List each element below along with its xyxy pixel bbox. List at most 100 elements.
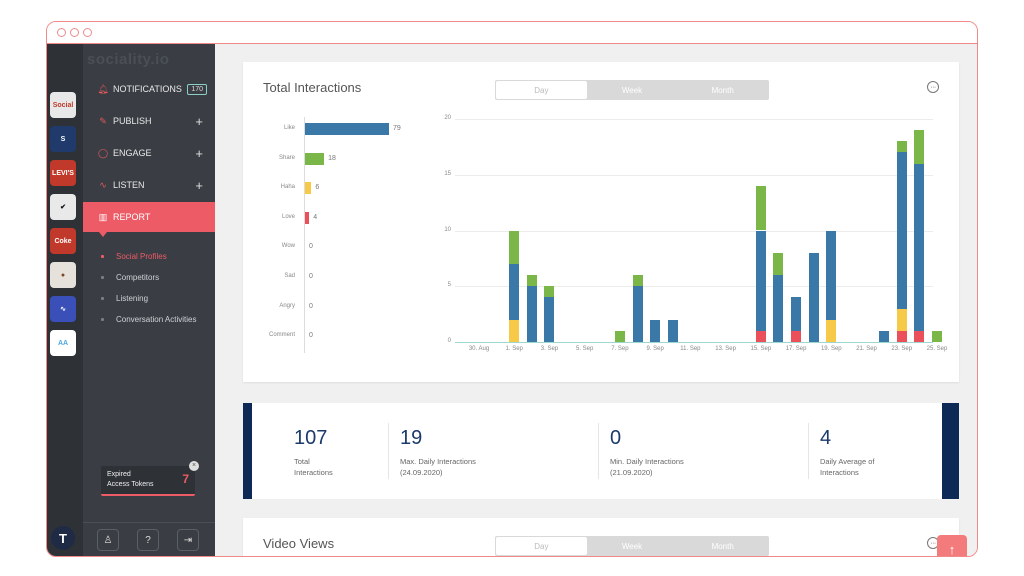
tab-day[interactable]: Day [496,81,587,99]
bar-segment [544,286,555,298]
x-tick-label: 21. Sep [856,346,877,352]
scroll-to-top-button[interactable]: ↑ [937,535,967,556]
plus-icon[interactable]: + [195,177,203,193]
tokens-line1: Expired [107,471,131,478]
brand-levis[interactable]: LEVI'S [50,160,76,186]
chart-icon: ▥ [98,211,108,222]
bar-segment [773,252,784,276]
tab-month[interactable]: Month [711,85,734,95]
help-button[interactable]: ? [137,529,159,551]
brand-coke[interactable]: Coke [50,228,76,254]
x-tick-label: 7. Sep [611,346,629,352]
reaction-bar [305,182,312,195]
nav-label: REPORT [113,212,151,222]
bar-segment [526,275,537,287]
reaction-value: 0 [309,243,313,251]
stat-label-line2: Interactions [820,468,859,477]
bar-segment [632,286,643,342]
bullet [101,255,104,258]
sub-label: Social Profiles [116,252,167,261]
reaction-bar [305,211,310,224]
stat-value: 107 [294,427,328,449]
more-options-icon[interactable]: ··· [927,81,939,93]
bar-segment [509,263,520,320]
stat-divider [598,423,599,479]
tab-week[interactable]: Week [621,541,643,551]
nav-label: NOTIFICATIONS [113,84,182,94]
stat-label: Total Interactions [294,456,394,478]
nav-publish[interactable]: ✎ PUBLISH + [83,106,215,136]
sub-listening[interactable]: Listening [101,294,148,303]
nav-engage[interactable]: ◯ ENGAGE + [83,138,215,168]
reaction-value: 6 [315,184,320,192]
card-title: Video Views [263,536,335,551]
x-tick-label: 1. Sep [505,346,523,352]
tab-day[interactable]: Day [496,537,587,555]
x-tick-label: 23. Sep [891,346,913,352]
window-dot-close[interactable] [57,28,66,37]
report-caret [99,232,107,237]
bar-segment [896,308,907,331]
gridline [455,342,933,343]
bullet [101,297,104,300]
bar-segment [914,163,925,331]
stat-label-line2: Interactions [294,468,333,477]
tab-month[interactable]: Month [711,541,734,551]
plus-icon[interactable]: + [195,113,203,129]
card-title: Total Interactions [263,80,362,95]
stat-label: Daily Average of Interactions [820,456,920,478]
brand-nike[interactable]: ✔ [50,194,76,220]
logout-button[interactable]: ⇥ [177,529,199,551]
sub-label: Conversation Activities [116,315,197,324]
gridline [455,230,933,232]
stat-value: 0 [610,427,622,449]
stat-divider [808,423,809,479]
window-dot-minimize[interactable] [70,28,79,37]
gridline [455,174,933,176]
window-dot-maximize[interactable] [83,28,92,37]
pencil-icon: ✎ [99,115,107,126]
stat-label-line1: Max. Daily Interactions [400,457,476,466]
nav-label: PUBLISH [113,116,152,126]
sub-competitors[interactable]: Competitors [101,273,159,282]
gridline [455,119,933,120]
bar-segment [755,185,766,231]
nav-label: ENGAGE [113,148,152,158]
close-icon[interactable]: × [189,461,199,471]
brand-chocolate[interactable]: ● [50,262,76,288]
brand-aa[interactable]: AA [50,330,76,356]
brand-s[interactable]: S [50,126,76,152]
y-tick-label: 20 [444,115,451,121]
reaction-label: Love [281,213,295,220]
bar-segment [632,275,643,287]
x-tick-label: 30. Aug [468,346,490,352]
bar-segment [773,275,784,342]
reaction-bar [305,123,389,135]
bar-segment [896,152,907,309]
nav-listen[interactable]: ∿ LISTEN + [83,170,215,200]
expired-tokens-box[interactable]: Expired Access Tokens 7 × [101,461,199,496]
brand-social-pro[interactable]: Social [50,92,76,118]
brand-blue[interactable]: ∿ [50,296,76,322]
t-logo[interactable]: T [51,526,75,550]
sub-social-profiles[interactable]: Social Profiles [101,252,167,261]
y-tick-label: 15 [444,170,451,177]
browser-title-bar [47,22,977,44]
plus-icon[interactable]: + [195,145,203,161]
profile-button[interactable]: ♙ [97,529,119,551]
bar-segment [879,330,890,342]
reaction-value: 79 [393,125,401,132]
stat-label-line2: (21.09.2020) [610,468,653,477]
reaction-bar [305,152,325,165]
x-tick-label: 13. Sep [715,346,736,352]
reaction-label: Sad [284,273,295,279]
y-tick-label: 10 [444,226,451,233]
bar-segment [526,286,537,342]
nav-notifications[interactable]: 🔔︎ NOTIFICATIONS 170 [83,74,215,104]
nav-report[interactable]: ▥ REPORT [83,202,215,232]
sub-conversation-activities[interactable]: Conversation Activities [101,315,196,324]
period-toggle: Day Week Month [495,80,769,100]
tab-week[interactable]: Week [621,85,643,95]
bar-segment [791,297,802,331]
notification-count-badge: 170 [187,83,207,95]
